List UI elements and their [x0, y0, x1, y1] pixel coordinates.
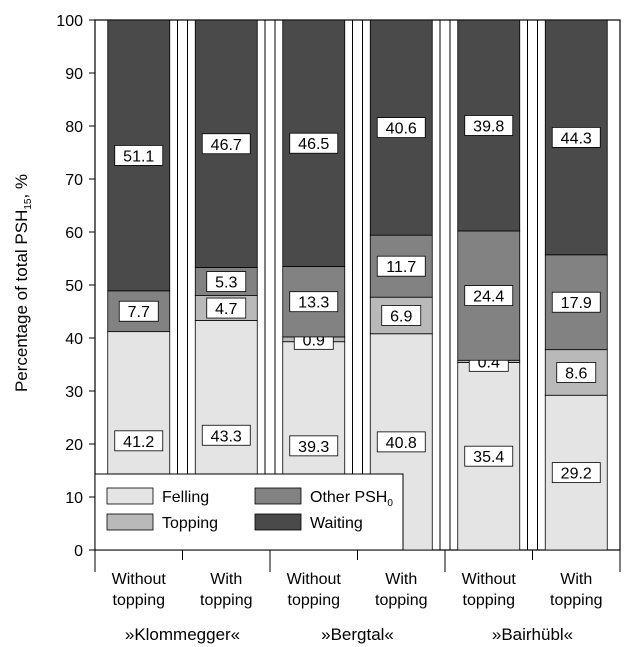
y-tick-label: 70: [65, 172, 83, 189]
data-label-box: [206, 271, 247, 292]
y-tick-label: 20: [65, 437, 83, 454]
data-label-box: [201, 424, 251, 446]
data-label-box: [289, 435, 339, 457]
data-label-box: [464, 445, 514, 467]
data-label-box: [551, 291, 601, 313]
data-label: 8.6: [565, 365, 587, 382]
data-label: 40.6: [386, 121, 417, 138]
data-label: 13.3: [298, 295, 329, 312]
legend-swatch: [106, 513, 154, 531]
x-group-label: »Bairhübl«: [492, 625, 573, 644]
x-category-label: With: [210, 571, 242, 588]
data-label-box: [118, 300, 159, 322]
data-label-box: [114, 430, 164, 452]
legend-label: Felling: [162, 489, 209, 506]
y-tick-label: 40: [65, 331, 83, 348]
x-category-label: Without: [462, 571, 517, 588]
data-label: 46.5: [298, 136, 329, 153]
y-tick-label: 0: [74, 543, 83, 560]
data-label-box: [556, 362, 597, 383]
y-tick-label: 90: [65, 66, 83, 83]
data-label: 6.9: [390, 308, 412, 325]
data-label: 17.9: [561, 295, 592, 312]
x-category-label: topping: [288, 592, 341, 609]
x-category-label: topping: [550, 592, 603, 609]
legend-label-subscript: 0: [387, 498, 393, 509]
data-label: 24.4: [473, 289, 504, 306]
data-label: 4.7: [215, 301, 237, 318]
x-category-label: topping: [375, 592, 428, 609]
x-category-label: topping: [200, 592, 253, 609]
data-label: 35.4: [473, 449, 504, 466]
data-label-box: [201, 133, 251, 155]
y-tick-label: 50: [65, 278, 83, 295]
data-label-box: [381, 305, 422, 326]
data-label-box: [551, 462, 601, 484]
data-label: 44.3: [561, 130, 592, 147]
legend-swatch: [254, 513, 302, 531]
data-label-box: [376, 431, 426, 453]
data-label: 40.8: [386, 435, 417, 452]
y-axis-label-main: Percentage of total PSH: [12, 210, 31, 392]
y-tick-label: 100: [56, 13, 83, 30]
y-tick-label: 80: [65, 119, 83, 136]
x-category-label: Without: [112, 571, 167, 588]
data-label-box: [376, 117, 426, 138]
data-label: 43.3: [211, 428, 242, 445]
x-category-label: topping: [463, 592, 516, 609]
y-tick-label: 10: [65, 490, 83, 507]
x-group-label: »Klommegger«: [125, 625, 240, 644]
data-label: 7.7: [128, 304, 150, 321]
x-group-label: »Bergtal«: [321, 625, 394, 644]
data-label-box: [114, 145, 164, 166]
data-label: 41.2: [123, 434, 154, 451]
x-category-label: With: [560, 571, 592, 588]
data-label-box: [289, 291, 339, 313]
data-label-box: [206, 297, 247, 319]
axes: 0 10 20 30 40 50 60 70 80 90 100 Without topping With…: [56, 13, 621, 644]
legend-label: Waiting: [310, 515, 363, 532]
data-label-box: [551, 126, 601, 148]
x-category-label: With: [385, 571, 417, 588]
data-label: 39.3: [298, 439, 329, 456]
legend: Felling Topping Other PSH0 Waiting: [94, 473, 404, 551]
data-label: 29.2: [561, 466, 592, 483]
x-category-label: Without: [287, 571, 342, 588]
plot-area: [94, 19, 621, 551]
y-axis-label-subscript: 15: [23, 198, 34, 210]
data-label-box: [376, 255, 426, 277]
data-label: 51.1: [123, 148, 154, 165]
y-axis-label: Percentage of total PSH15, %: [12, 174, 34, 392]
y-tick-label: 30: [65, 384, 83, 401]
legend-box: [94, 473, 404, 551]
data-label-box: [289, 132, 339, 154]
plot-frame: [94, 19, 621, 551]
x-category-label: topping: [113, 592, 166, 609]
data-label-box: [464, 115, 514, 136]
data-label: 46.7: [211, 137, 242, 154]
legend-swatch: [254, 487, 302, 505]
data-label-box: [464, 285, 514, 307]
y-tick-label: 60: [65, 225, 83, 242]
legend-label: Topping: [162, 515, 218, 532]
y-axis-label-suffix: , %: [12, 174, 31, 199]
legend-label: Other PSH0: [310, 489, 393, 509]
legend-swatch: [106, 487, 154, 505]
data-label: 11.7: [386, 259, 416, 276]
data-label: 5.3: [215, 275, 237, 292]
data-label: 39.8: [473, 118, 504, 135]
